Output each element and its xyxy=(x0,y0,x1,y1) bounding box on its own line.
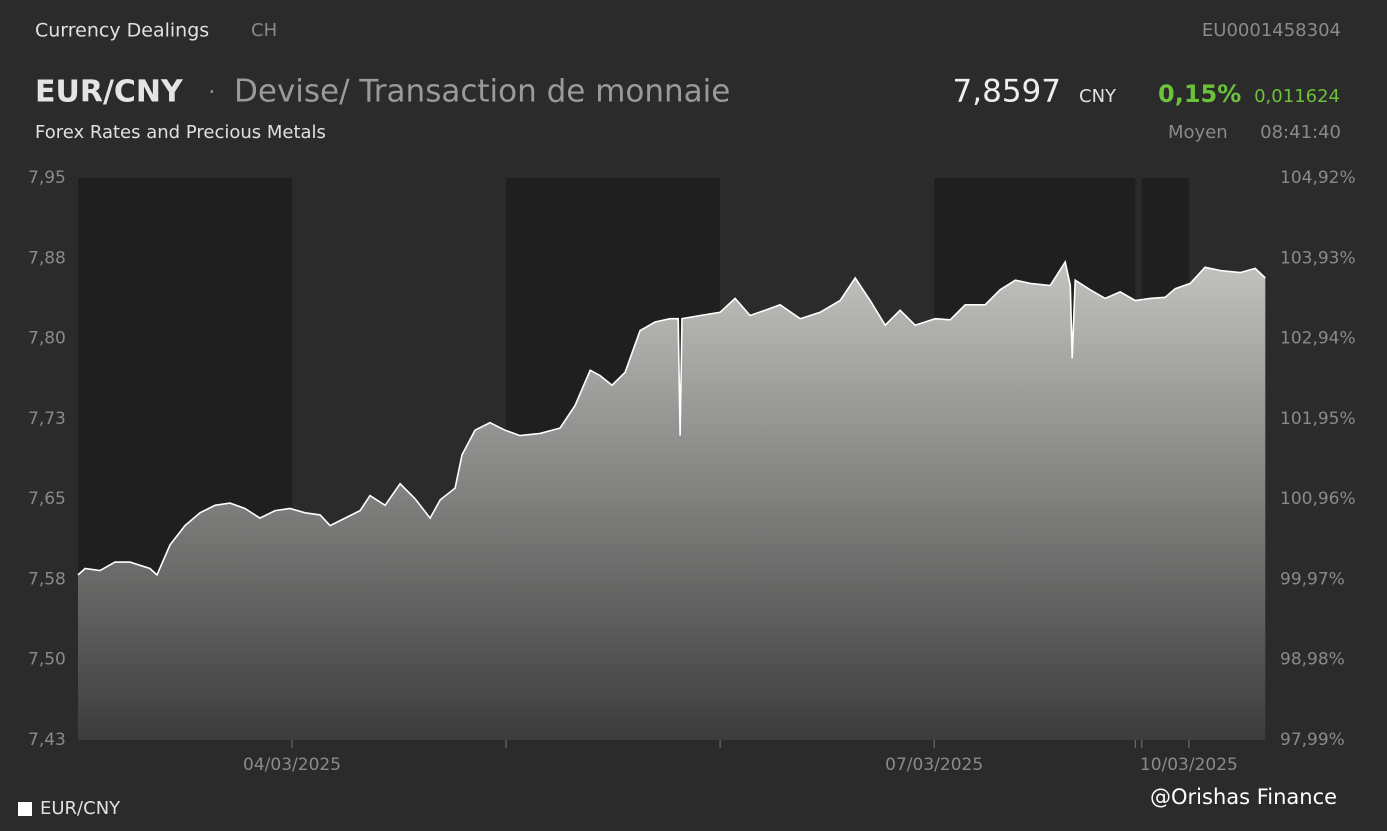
quote-type: Moyen xyxy=(1168,122,1228,143)
y2-tick-label: 101,95% xyxy=(1280,409,1356,429)
y2-tick-label: 98,98% xyxy=(1280,650,1345,670)
y-tick-label: 7,50 xyxy=(28,650,66,670)
isin: EU0001458304 xyxy=(1202,20,1341,41)
change-percent: 0,15% xyxy=(1158,80,1241,108)
x-tick-label: 10/03/2025 xyxy=(1140,755,1238,775)
watermark: @Orishas Finance xyxy=(1150,785,1337,809)
x-tick-label: 04/03/2025 xyxy=(243,755,341,775)
y2-tick-label: 103,93% xyxy=(1280,248,1356,268)
y-tick-label: 7,65 xyxy=(28,489,66,509)
y2-tick-label: 104,92% xyxy=(1280,168,1356,188)
separator: · xyxy=(208,78,216,106)
y2-tick-label: 102,94% xyxy=(1280,329,1356,349)
country: CH xyxy=(251,20,277,41)
description: Devise/ Transaction de monnaie xyxy=(234,74,730,110)
symbol: EUR/CNY xyxy=(35,75,184,110)
currency: CNY xyxy=(1079,86,1117,107)
y2-tick-label: 99,97% xyxy=(1280,569,1345,589)
y-tick-label: 7,58 xyxy=(28,569,66,589)
y-tick-label: 7,80 xyxy=(28,329,66,349)
legend-label: EUR/CNY xyxy=(40,798,121,819)
y2-tick-label: 97,99% xyxy=(1280,730,1345,750)
price: 7,8597 xyxy=(953,74,1061,110)
y-tick-label: 7,88 xyxy=(28,248,66,268)
plot xyxy=(77,259,1266,740)
legend-swatch xyxy=(18,802,32,816)
price-line xyxy=(77,259,1266,577)
change: 0,011624 xyxy=(1254,86,1340,107)
y-tick-label: 7,95 xyxy=(28,168,66,188)
time: 08:41:40 xyxy=(1260,122,1341,143)
y-tick-label: 7,43 xyxy=(28,730,66,750)
subtitle: Forex Rates and Precious Metals xyxy=(35,122,326,143)
y-tick-label: 7,73 xyxy=(28,409,66,429)
area-fill xyxy=(78,261,1266,740)
y2-tick-label: 100,96% xyxy=(1280,489,1356,509)
section: Currency Dealings xyxy=(35,20,209,42)
x-tick-label: 07/03/2025 xyxy=(885,755,983,775)
